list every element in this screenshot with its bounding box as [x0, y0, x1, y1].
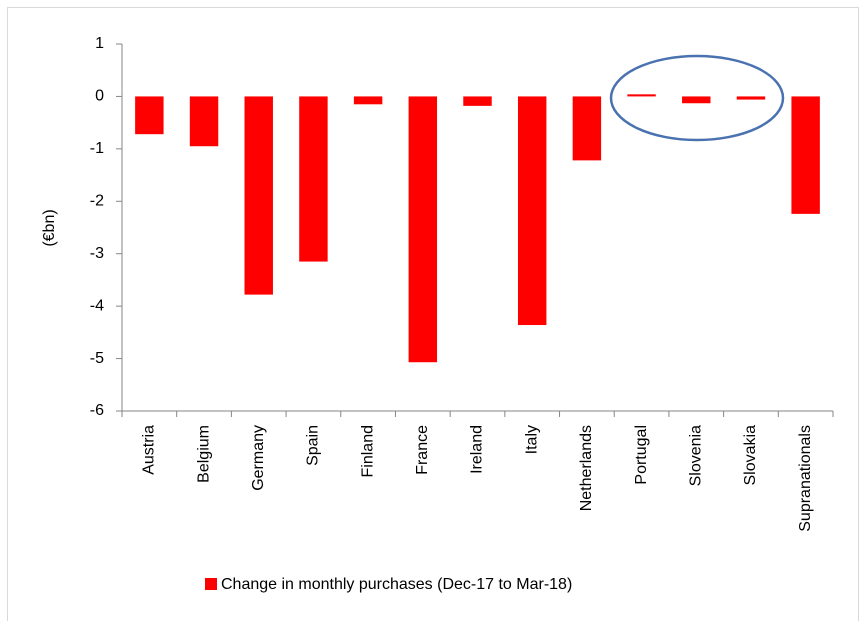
x-tick-label: Austria	[141, 425, 158, 475]
y-tick-label: -4	[90, 297, 104, 314]
x-tick-label: Supranationals	[797, 425, 814, 532]
x-tick-label: Netherlands	[578, 425, 595, 511]
bar	[572, 96, 602, 161]
x-tick-label: France	[414, 425, 431, 475]
bar	[463, 96, 492, 106]
x-tick-label: Slovenia	[687, 425, 704, 486]
x-tick-label: Ireland	[469, 425, 486, 474]
y-tick-label: -1	[90, 140, 104, 157]
legend-label: Change in monthly purchases (Dec-17 to M…	[221, 576, 572, 593]
legend-swatch	[205, 578, 217, 590]
y-tick-label: -6	[90, 402, 104, 419]
bar	[353, 96, 383, 105]
highlight-ellipse	[609, 54, 785, 142]
chart-border	[7, 7, 859, 621]
bar	[627, 94, 656, 97]
x-tick-label: Germany	[250, 425, 267, 491]
bar	[791, 96, 820, 214]
x-tick-label: Slovakia	[742, 425, 759, 486]
bar	[682, 96, 711, 104]
x-tick-label: Portugal	[633, 425, 650, 485]
y-axis-label: (€bn)	[41, 209, 58, 246]
bar	[244, 96, 273, 295]
bar	[517, 96, 547, 326]
x-tick-label: Spain	[305, 425, 322, 466]
x-tick-label: Finland	[359, 425, 376, 477]
bar	[299, 96, 328, 262]
bar	[736, 96, 766, 100]
bar	[408, 96, 438, 363]
bar	[189, 96, 219, 147]
y-tick-label: -2	[90, 193, 104, 210]
y-tick-label: -3	[90, 245, 104, 262]
y-tick-label: 1	[95, 35, 104, 52]
bar	[135, 96, 164, 135]
y-tick-label: 0	[95, 88, 104, 105]
x-tick-label: Belgium	[195, 425, 212, 483]
y-tick-label: -5	[90, 350, 104, 367]
x-tick-label: Italy	[523, 425, 540, 454]
